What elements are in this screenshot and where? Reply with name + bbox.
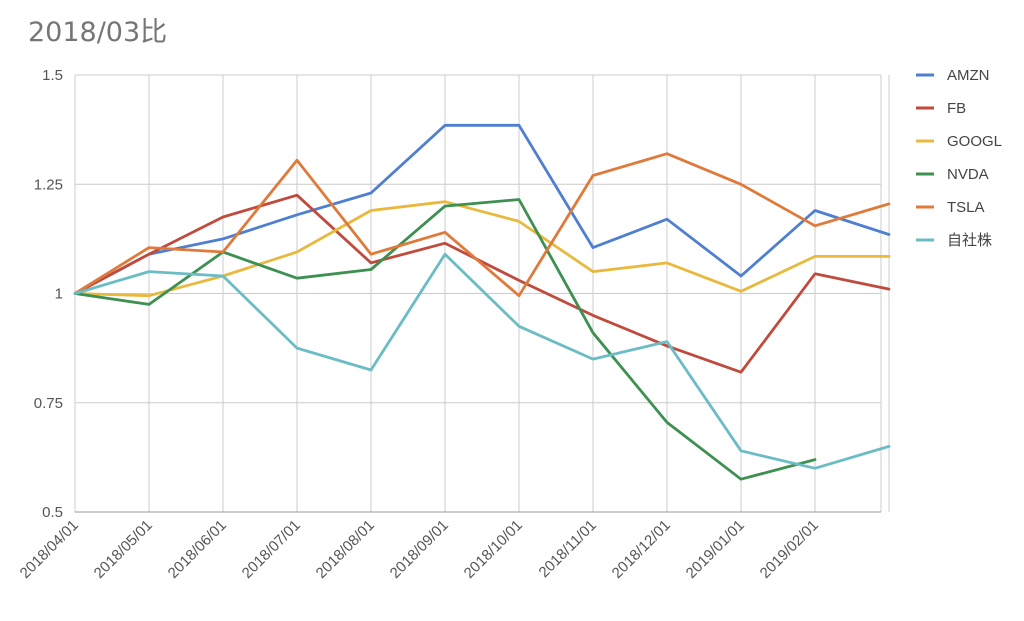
series-line — [73, 198, 817, 481]
x-tick-label: 2018/11/01 — [536, 517, 600, 581]
x-tick-label: 2018/04/01 — [17, 517, 82, 582]
legend-entry: FB — [947, 100, 966, 117]
series-line — [73, 200, 891, 298]
y-tick-label: 1.25 — [34, 176, 63, 193]
legend-entry: AMZN — [947, 67, 990, 84]
legend-entry: 自社株 — [947, 232, 992, 249]
y-tick-label: 0.5 — [42, 504, 63, 521]
y-tick-label: 1.5 — [42, 67, 63, 84]
series-line — [73, 152, 891, 298]
x-tick-label: 2018/08/01 — [313, 517, 378, 582]
y-tick-label: 0.75 — [34, 395, 63, 412]
y-tick-label: 1 — [55, 286, 63, 303]
series-line — [73, 123, 891, 295]
x-tick-label: 2018/10/01 — [461, 517, 526, 582]
series-line — [73, 252, 891, 470]
grid-lines — [74, 74, 890, 513]
x-tick-label: 2018/07/01 — [239, 517, 304, 582]
chart-title: 2018/03比 — [28, 17, 168, 48]
x-tick-label: 2019/01/01 — [683, 517, 748, 582]
legend: AMZN FB GOOGL NVDA TSLA 自社株 — [916, 67, 1002, 249]
x-tick-label: 2018/09/01 — [387, 517, 452, 582]
x-tick-label: 2019/02/01 — [757, 517, 822, 582]
series-lines — [73, 123, 891, 481]
series-line — [73, 193, 891, 374]
legend-entry: TSLA — [947, 199, 985, 216]
x-tick-label: 2018/05/01 — [91, 517, 156, 582]
legend-entry: NVDA — [947, 166, 989, 183]
x-tick-label: 2018/12/01 — [609, 517, 674, 582]
legend-entry: GOOGL — [947, 133, 1002, 150]
x-tick-label: 2018/06/01 — [165, 517, 230, 582]
